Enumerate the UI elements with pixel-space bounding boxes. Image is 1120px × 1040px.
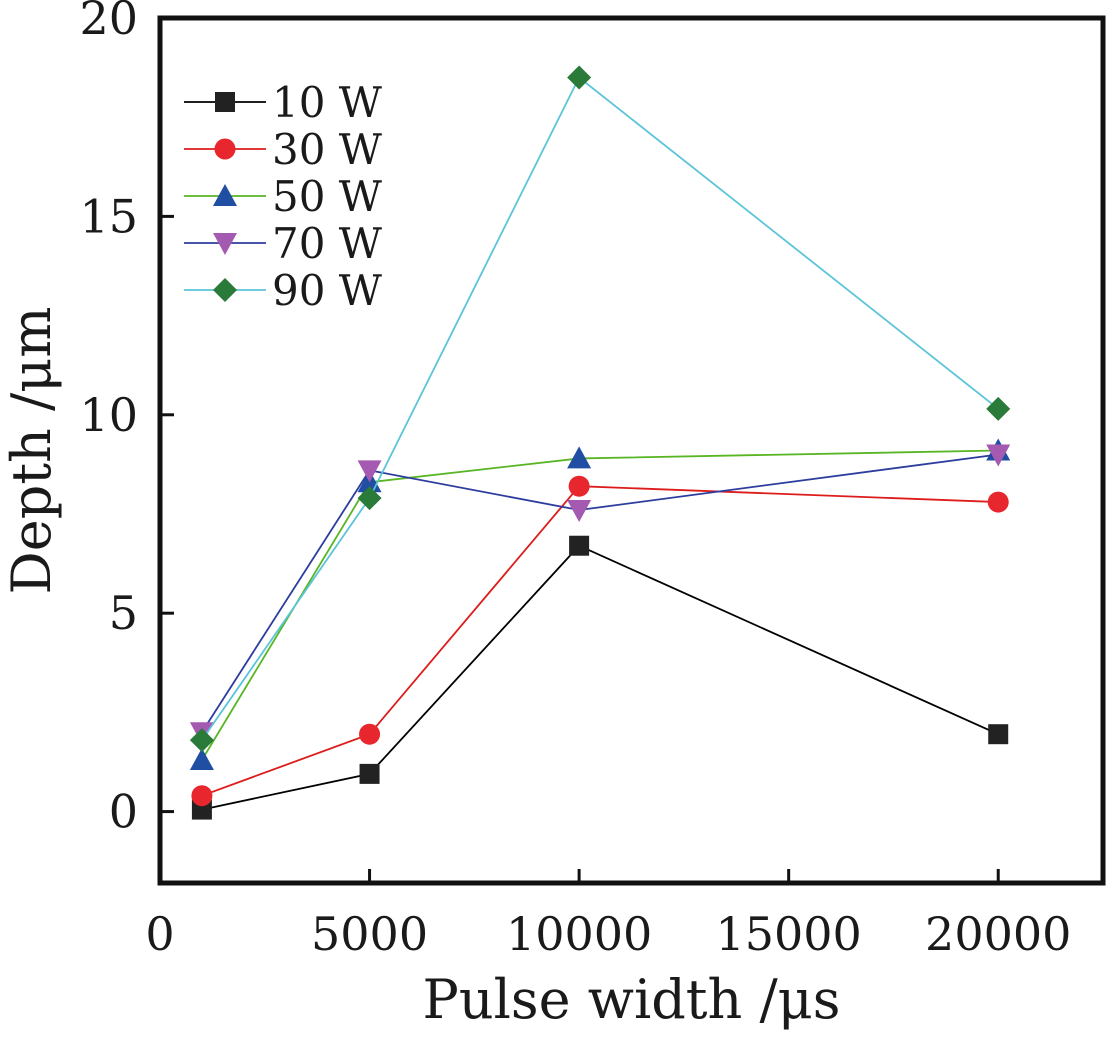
legend-item-10w: 10 W bbox=[184, 78, 383, 127]
legend-item-90w: 90 W bbox=[184, 266, 383, 315]
series-50w bbox=[189, 438, 1011, 770]
x-tick-label: 15000 bbox=[715, 907, 861, 961]
data-point-50w bbox=[189, 747, 214, 770]
data-point-50w bbox=[567, 446, 592, 469]
tick-layer: 0 5 10 15 20 0 5000 10000 15000 20000 bbox=[79, 0, 1071, 961]
legend-marker bbox=[214, 138, 236, 160]
series-line-50w bbox=[201, 449, 999, 761]
legend-label: 50 W bbox=[272, 172, 383, 221]
data-point-90w bbox=[567, 65, 592, 90]
series-70w bbox=[189, 444, 1011, 745]
legend-item-70w: 70 W bbox=[184, 219, 383, 268]
data-point-30w bbox=[191, 785, 213, 807]
data-point-90w bbox=[189, 728, 214, 753]
legend-marker bbox=[215, 92, 235, 112]
x-tick-label: 5000 bbox=[311, 907, 428, 961]
legend-item-50w: 50 W bbox=[184, 172, 383, 221]
series-line-90w bbox=[201, 76, 999, 741]
series-layer bbox=[189, 65, 1011, 820]
series-line-30w bbox=[201, 485, 999, 797]
y-tick-label: 5 bbox=[109, 586, 138, 640]
series-line-10w bbox=[201, 544, 999, 811]
data-point-70w bbox=[986, 444, 1011, 467]
legend-marker bbox=[213, 233, 237, 255]
data-point-90w bbox=[357, 486, 382, 511]
y-tick-label: 10 bbox=[79, 388, 138, 442]
data-point-90w bbox=[986, 396, 1011, 421]
legend-label: 90 W bbox=[272, 266, 383, 315]
x-axis-title: Pulse width /μs bbox=[423, 968, 841, 1031]
legend: 10 W30 W50 W70 W90 W bbox=[184, 78, 383, 315]
y-tick-label: 15 bbox=[79, 189, 138, 243]
y-tick-label: 20 bbox=[79, 0, 138, 45]
x-tick-label: 0 bbox=[145, 907, 174, 961]
data-point-70w bbox=[567, 500, 592, 523]
data-point-10w bbox=[359, 763, 380, 784]
series-90w bbox=[189, 65, 1011, 753]
x-tick-label: 20000 bbox=[925, 907, 1071, 961]
legend-label: 10 W bbox=[272, 78, 383, 127]
data-point-70w bbox=[357, 460, 382, 483]
series-line-70w bbox=[201, 453, 999, 733]
y-axis-title: Depth /μm bbox=[0, 307, 63, 595]
data-point-10w bbox=[569, 535, 590, 556]
data-point-30w bbox=[568, 475, 590, 497]
plot-frame bbox=[157, 15, 1106, 886]
legend-marker bbox=[213, 184, 237, 206]
legend-label: 70 W bbox=[272, 219, 383, 268]
data-point-10w bbox=[988, 724, 1009, 745]
series-30w bbox=[191, 475, 1009, 807]
series-10w bbox=[191, 535, 1009, 820]
data-point-30w bbox=[359, 723, 381, 745]
y-tick-label: 0 bbox=[109, 785, 138, 839]
x-tick-label: 10000 bbox=[506, 907, 652, 961]
legend-label: 30 W bbox=[272, 125, 383, 174]
data-point-30w bbox=[987, 491, 1009, 513]
legend-marker bbox=[213, 278, 237, 302]
legend-item-30w: 30 W bbox=[184, 125, 383, 174]
